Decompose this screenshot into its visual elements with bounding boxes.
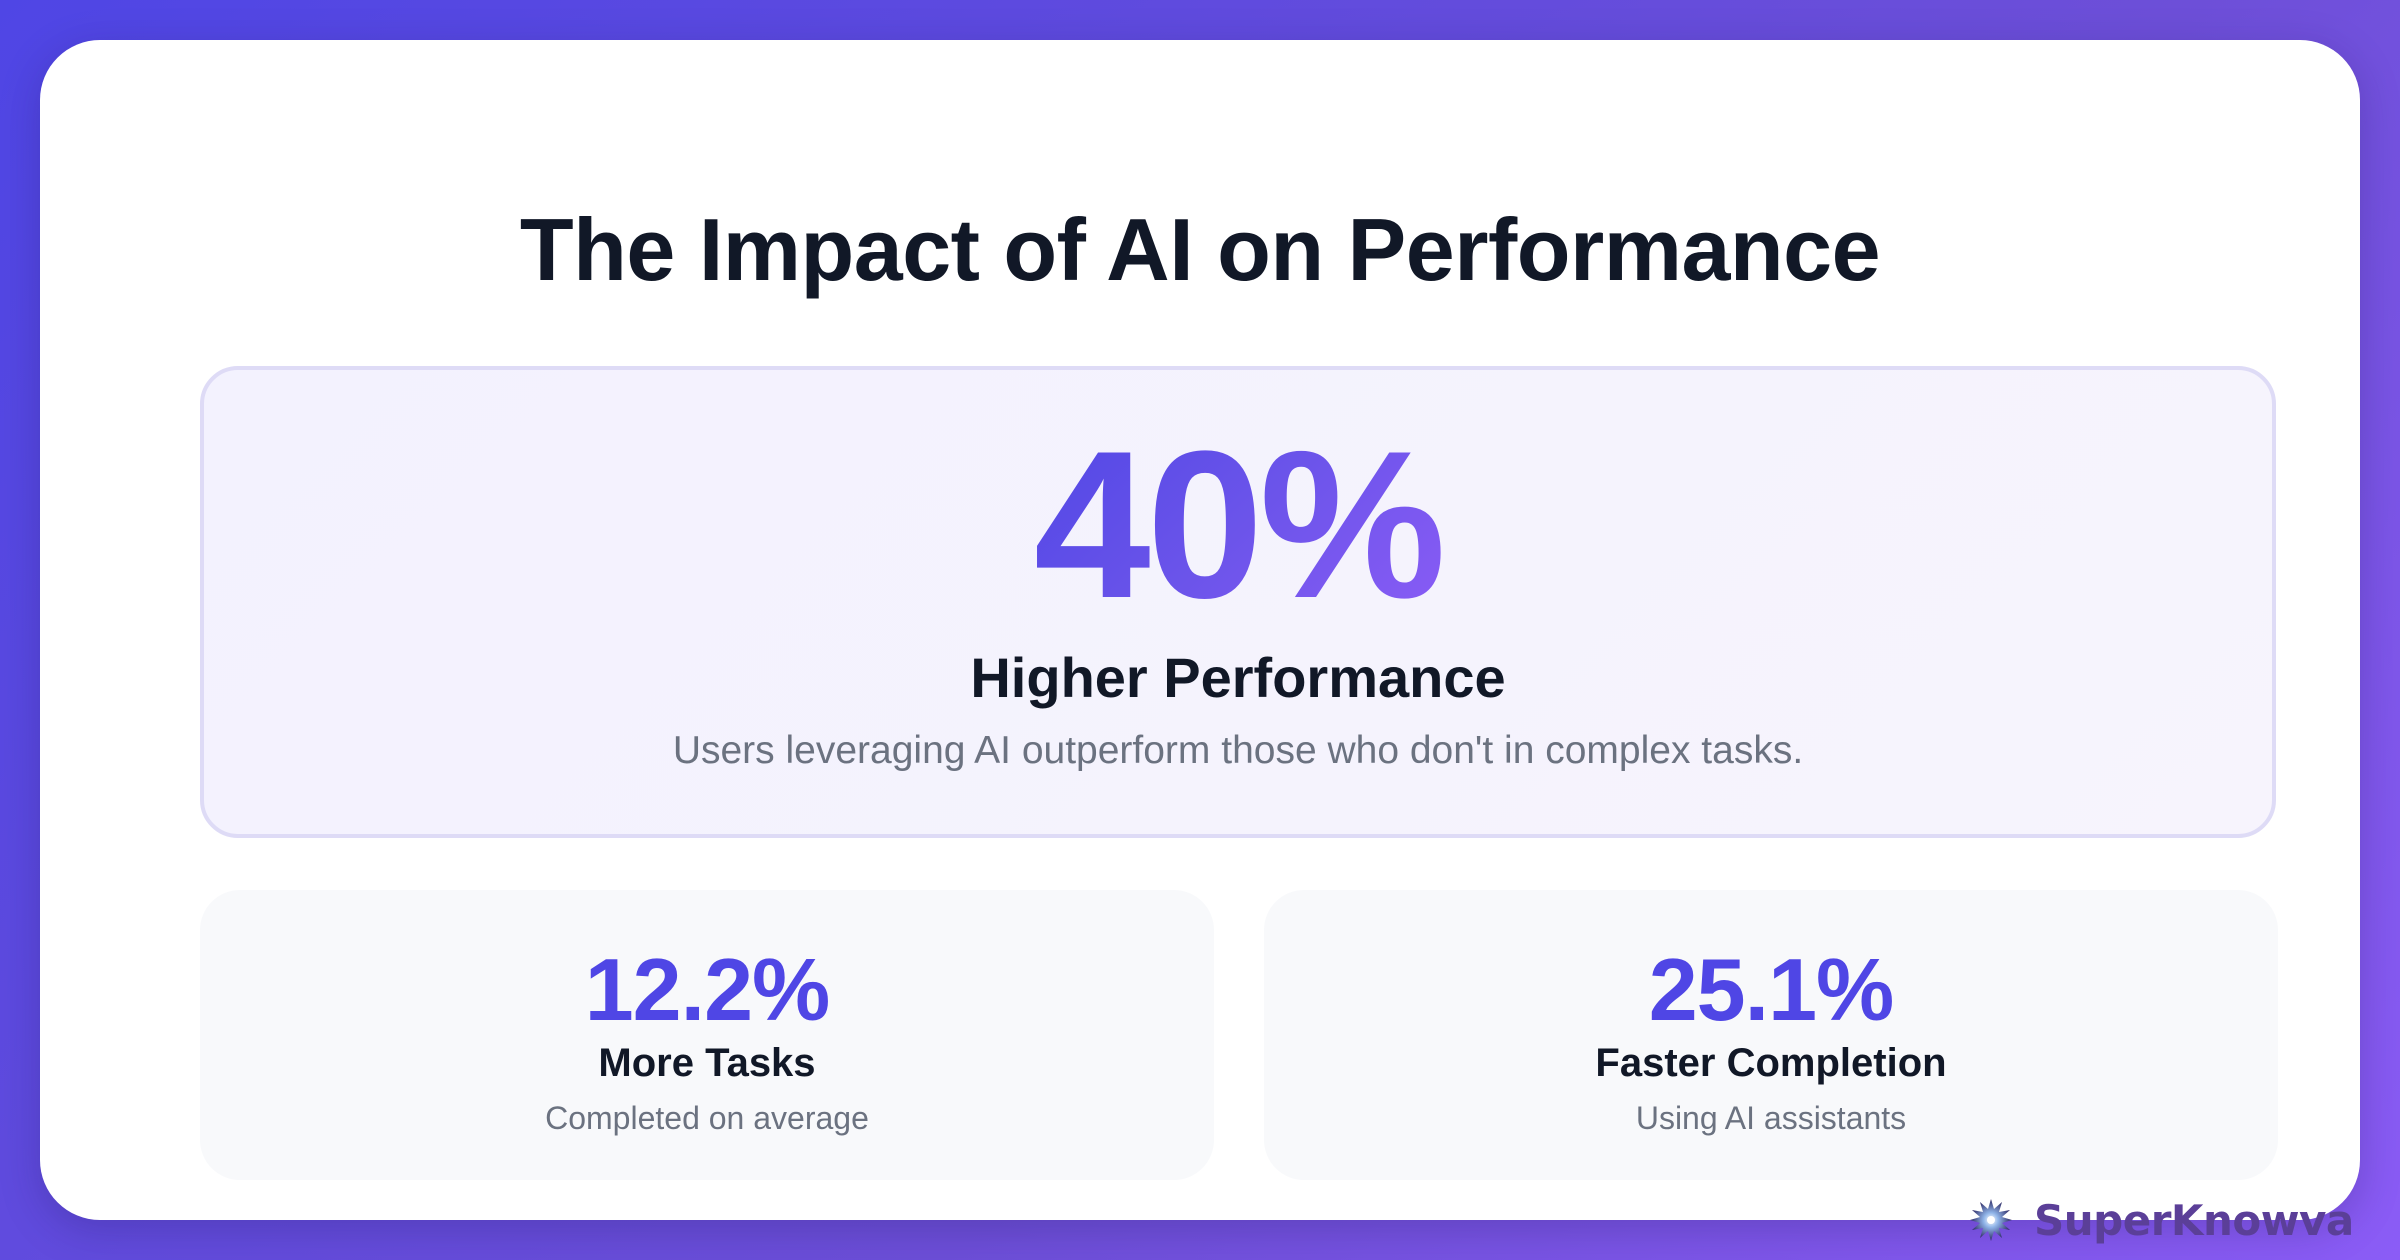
hero-stat-description: Users leveraging AI outperform those who…	[672, 729, 1804, 772]
stat-label: More Tasks	[598, 1041, 816, 1085]
hero-stat-label: Higher Performance	[970, 646, 1506, 709]
stat-description: Completed on average	[545, 1100, 869, 1136]
brand-footer: SuperKnowva	[1968, 1192, 2354, 1248]
stat-description: Using AI assistants	[1635, 1100, 1907, 1136]
infographic-card: The Impact of AI on Performance 40% High…	[40, 40, 2360, 1245]
hero-stat-value: 40%	[204, 420, 2272, 630]
page-title: The Impact of AI on Performance	[519, 200, 1881, 299]
brand-name: SuperKnowva	[2034, 1195, 2354, 1245]
stat-card-faster-completion: 25.1% Faster Completion Using AI assista…	[1264, 890, 2278, 1180]
hero-stat-card: 40% Higher Performance Users leveraging …	[200, 366, 2276, 838]
starburst-logo-icon	[1970, 1199, 2012, 1241]
stat-value: 25.1%	[1648, 940, 1895, 1039]
stat-label: Faster Completion	[1595, 1041, 1947, 1085]
stat-value: 12.2%	[584, 940, 831, 1039]
hero-stat-value-text: 40%	[1033, 407, 1446, 642]
stat-card-more-tasks: 12.2% More Tasks Completed on average	[200, 890, 1214, 1180]
